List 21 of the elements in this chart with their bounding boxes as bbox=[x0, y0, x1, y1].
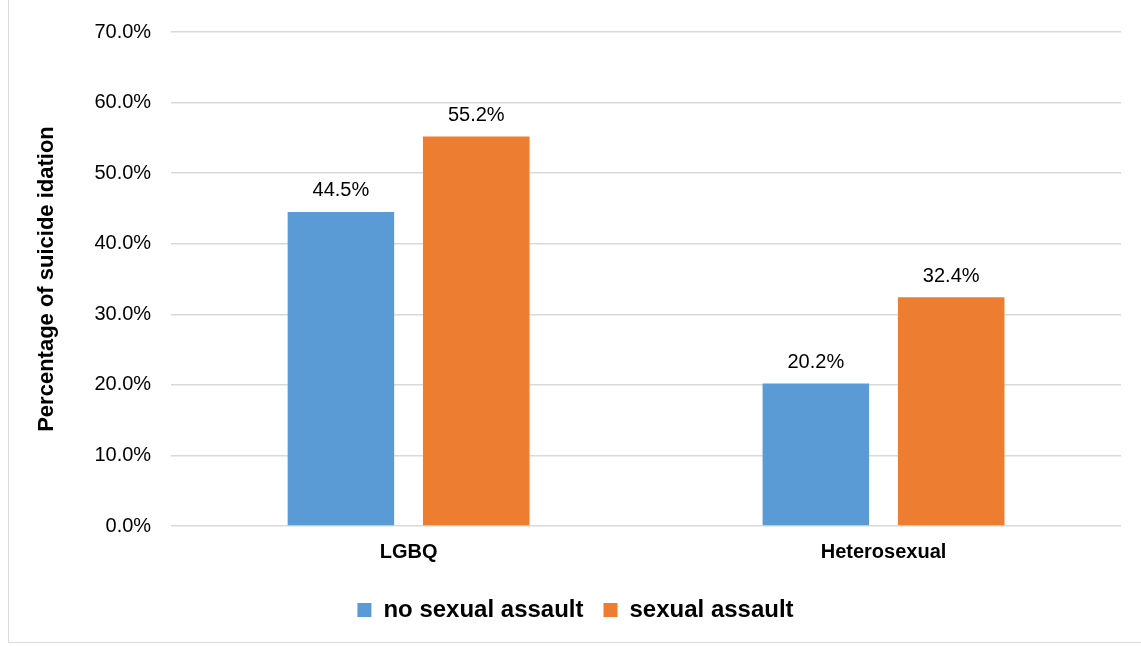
y-tick-label: 40.0% bbox=[94, 231, 152, 254]
legend-label: sexual assault bbox=[629, 594, 794, 622]
y-tick-label: 30.0% bbox=[94, 301, 152, 324]
bar bbox=[762, 383, 870, 526]
y-tick-label: 20.0% bbox=[94, 372, 152, 395]
bar bbox=[287, 211, 395, 526]
y-tick-label: 0.0% bbox=[105, 513, 152, 536]
y-tick-label: 10.0% bbox=[94, 442, 152, 465]
y-axis-title: Percentage of suicide idation bbox=[33, 126, 59, 432]
y-tick-label: 50.0% bbox=[94, 160, 152, 183]
data-label: 44.5% bbox=[312, 178, 370, 201]
legend-label: no sexual assault bbox=[383, 594, 584, 622]
y-tick-label: 70.0% bbox=[94, 19, 152, 42]
data-label: 20.2% bbox=[787, 349, 845, 372]
bar bbox=[897, 297, 1005, 526]
data-label: 55.2% bbox=[447, 102, 505, 125]
bar bbox=[423, 136, 530, 526]
x-tick-label: LGBQ bbox=[379, 539, 438, 562]
data-label: 32.4% bbox=[922, 263, 980, 286]
x-tick-label: Heterosexual bbox=[820, 539, 947, 562]
y-tick-label: 60.0% bbox=[94, 90, 152, 113]
